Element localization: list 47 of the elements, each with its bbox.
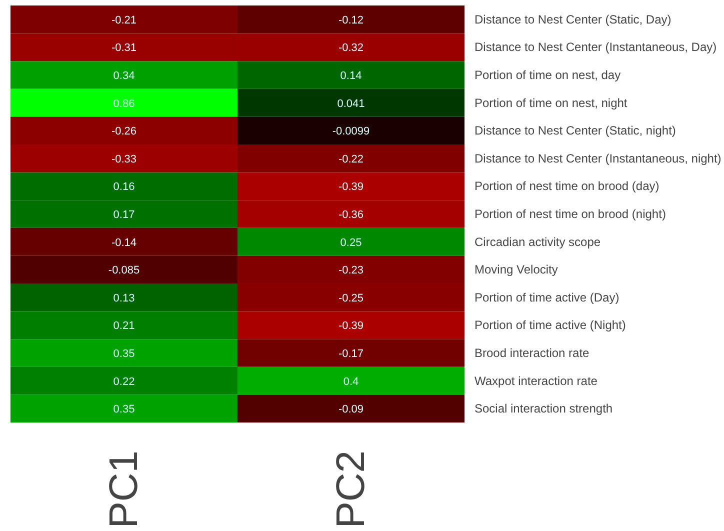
- data-label: -0.39: [338, 181, 364, 194]
- x-tick-label: PC1: [102, 450, 146, 528]
- data-label: -0.14: [111, 236, 137, 249]
- data-label: -0.085: [108, 264, 140, 277]
- data-label: -0.12: [338, 14, 364, 26]
- data-label: 0.35: [113, 404, 135, 416]
- data-label: 0.22: [113, 376, 135, 388]
- y-tick-label: Portion of time on nest, night: [474, 96, 628, 110]
- data-label: -0.39: [338, 320, 364, 332]
- data-label: -0.09: [338, 404, 364, 416]
- y-tick-label: Portion of nest time on brood (day): [474, 179, 660, 194]
- data-label: 0.13: [113, 292, 135, 304]
- data-label: 0.041: [337, 98, 365, 110]
- data-label: -0.21: [111, 14, 137, 26]
- y-tick-label: Moving Velocity: [474, 262, 558, 277]
- data-label: -0.33: [111, 153, 137, 166]
- y-tick-label: Waxpot interaction rate: [474, 374, 598, 388]
- data-label: -0.31: [111, 42, 137, 54]
- data-label: -0.32: [338, 42, 364, 54]
- data-label: -0.36: [338, 209, 364, 221]
- data-label: 0.34: [113, 70, 135, 82]
- y-tick-label: Social interaction strength: [474, 402, 613, 416]
- data-label: -0.22: [338, 153, 364, 166]
- y-tick-label: Brood interaction rate: [474, 346, 590, 360]
- data-label: -0.25: [338, 292, 364, 304]
- y-tick-label: Portion of nest time on brood (night): [474, 207, 666, 221]
- y-tick-label: Circadian activity scope: [474, 234, 601, 249]
- y-tick-label: Distance to Nest Center (Instantaneous, night): [474, 151, 722, 166]
- data-label: -0.23: [338, 264, 364, 277]
- data-label: -0.0099: [332, 126, 370, 138]
- data-label: 0.4: [343, 376, 359, 388]
- y-tick-label: Portion of time active (Day): [474, 290, 620, 304]
- data-label: -0.26: [111, 126, 137, 138]
- data-label: -0.17: [338, 348, 364, 360]
- data-label: 0.35: [113, 348, 135, 360]
- y-tick-label: Portion of time active (Night): [474, 318, 626, 332]
- data-label: 0.17: [113, 209, 135, 221]
- data-label: 0.21: [113, 320, 135, 332]
- y-tick-label: Distance to Nest Center (Static, Day): [474, 12, 672, 26]
- x-tick-label: PC2: [329, 450, 373, 528]
- y-tick-label: Portion of time on nest, day: [474, 68, 621, 82]
- y-tick-label: Distance to Nest Center (Instantaneous, Day): [474, 40, 717, 54]
- data-label: 0.14: [340, 70, 362, 82]
- data-label: 0.16: [113, 181, 135, 194]
- data-label: 0.25: [340, 236, 362, 249]
- y-tick-label: Distance to Nest Center (Static, night): [474, 124, 676, 138]
- data-label: 0.86: [113, 98, 135, 110]
